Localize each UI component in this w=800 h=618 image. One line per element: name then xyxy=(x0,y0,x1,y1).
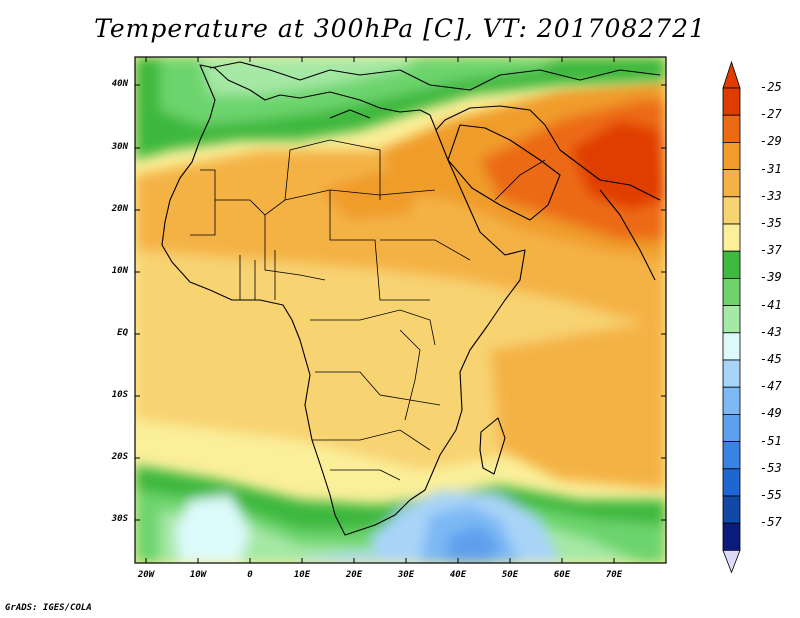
colorbar-swatch xyxy=(722,277,741,306)
colorbar-label: -45 xyxy=(760,352,782,366)
colorbar-swatch xyxy=(722,250,741,279)
colorbar-top-arrow xyxy=(722,60,741,89)
colorbar-label: -39 xyxy=(760,270,782,285)
colorbar-swatch xyxy=(722,305,741,334)
colorbar xyxy=(722,60,741,574)
country-borders xyxy=(190,139,546,481)
colorbar-swatch xyxy=(722,386,741,415)
colorbar-swatch xyxy=(722,495,741,524)
colorbar-label: -53 xyxy=(760,460,782,475)
colorbar-label: -35 xyxy=(760,216,782,230)
colorbar-label: -57 xyxy=(760,515,782,530)
colorbar-label: -47 xyxy=(760,379,782,394)
axis-ticks xyxy=(135,57,666,563)
colorbar-label: -41 xyxy=(760,297,782,312)
lon-label-50e: 50E xyxy=(501,570,519,580)
lat-label-40n: 40N xyxy=(111,79,128,89)
lon-label-10w: 10W xyxy=(189,570,207,580)
lat-label-30s: 30S xyxy=(111,514,128,524)
lon-label-70e: 70E xyxy=(605,570,623,580)
lat-label-10s: 10S xyxy=(111,390,128,400)
coastlines xyxy=(161,61,661,536)
credit-text: GrADS: IGES/COLA xyxy=(5,603,92,613)
colorbar-label: -29 xyxy=(760,134,782,149)
colorbar-swatch xyxy=(722,441,741,470)
lat-label-20n: 20N xyxy=(111,204,128,214)
colorbar-label: -55 xyxy=(760,488,782,502)
colorbar-swatch xyxy=(722,522,741,551)
colorbar-label: -27 xyxy=(760,107,782,122)
lat-label-20s: 20S xyxy=(111,452,128,462)
colorbar-swatch xyxy=(722,359,741,388)
colorbar-swatch xyxy=(722,223,741,252)
colorbar-swatch xyxy=(722,141,741,170)
colorbar-swatch xyxy=(722,169,741,198)
colorbar-swatch xyxy=(722,196,741,225)
colorbar-swatch xyxy=(722,468,741,497)
colorbar-label: -33 xyxy=(760,188,782,203)
colorbar-label: -49 xyxy=(760,406,782,421)
lon-label-40e: 40E xyxy=(449,570,467,580)
lon-label-0: 0 xyxy=(247,570,253,580)
colorbar-label: -51 xyxy=(760,433,782,448)
colorbar-label: -37 xyxy=(760,243,782,258)
colorbar-swatch xyxy=(722,87,741,116)
lat-label-30n: 30N xyxy=(111,142,128,152)
lon-label-20e: 20E xyxy=(345,570,363,580)
colorbar-swatch xyxy=(722,114,741,143)
map-title: Temperature at 300hPa [C], VT: 201708272… xyxy=(94,14,706,43)
colorbar-label: -43 xyxy=(760,324,782,339)
lat-label-eq: EQ xyxy=(117,328,128,338)
map-frame xyxy=(134,56,667,564)
lon-label-30e: 30E xyxy=(397,570,415,580)
lon-label-20w: 20W xyxy=(137,570,155,580)
colorbar-swatch xyxy=(722,332,741,361)
colorbar-swatch xyxy=(722,413,741,442)
colorbar-bottom-arrow xyxy=(722,550,741,574)
lat-label-10n: 10N xyxy=(111,266,128,276)
lon-label-60e: 60E xyxy=(553,570,571,580)
colorbar-label: -31 xyxy=(760,161,782,176)
colorbar-label: -25 xyxy=(760,80,782,94)
lon-label-10e: 10E xyxy=(293,570,311,580)
